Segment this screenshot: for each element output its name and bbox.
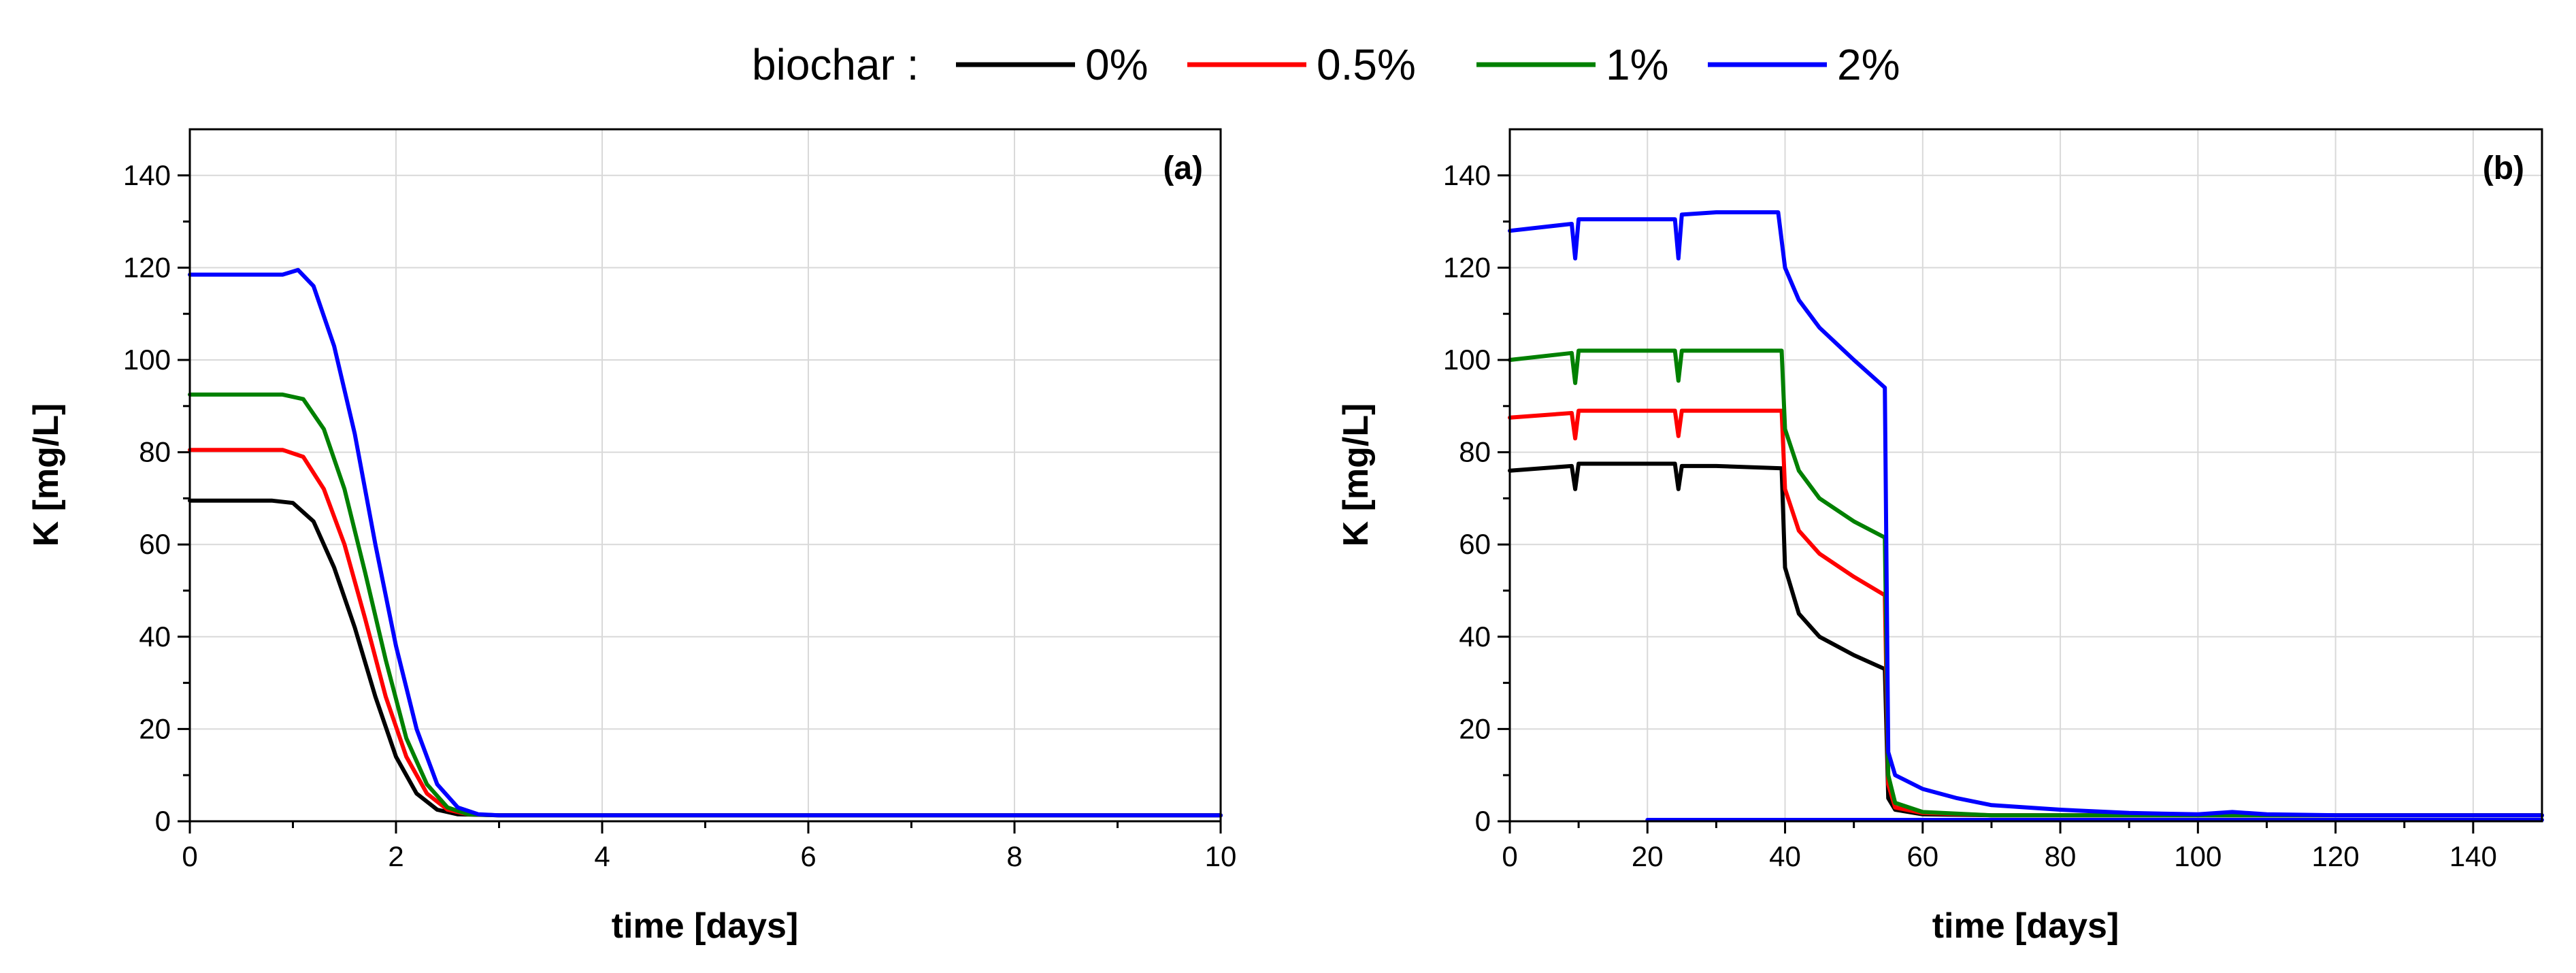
y-tick-label-a-2: 40 — [139, 621, 171, 653]
y-tick-label-b-2: 40 — [1459, 621, 1491, 653]
x-tick-label-b-2: 40 — [1769, 840, 1801, 872]
series-line-b-1 — [1508, 408, 2544, 818]
x-tick-label-b-1: 20 — [1632, 840, 1664, 872]
series-panel-a — [188, 267, 1223, 818]
series-line-b-2 — [1508, 348, 2544, 818]
y-tick-label-a-4: 80 — [139, 436, 171, 468]
y-tick-label-a-0: 0 — [155, 805, 171, 837]
panel-label-a: (a) — [1163, 150, 1203, 186]
grid-panel-a — [190, 129, 1221, 821]
legend-title: biochar : — [752, 40, 919, 89]
grid-panel-b — [1510, 129, 2542, 821]
y-tick-label-a-7: 140 — [123, 159, 171, 191]
y-tick-label-b-0: 0 — [1475, 805, 1491, 837]
y-tick-label-b-4: 80 — [1459, 436, 1491, 468]
y-tick-label-a-6: 120 — [123, 251, 171, 283]
x-axis-label-a: time [days] — [612, 906, 799, 946]
y-tick-label-b-5: 100 — [1443, 344, 1491, 376]
legend-label-3: 2% — [1837, 40, 1900, 89]
legend-entry-1: 0.5% — [1187, 40, 1416, 89]
x-tick-label-b-3: 60 — [1906, 840, 1938, 872]
y-axis-label-a: K [mg/L] — [27, 403, 66, 547]
x-tick-label-a-1: 2 — [388, 840, 403, 872]
legend: biochar : 0% 0.5% 1% 2% — [752, 40, 1900, 89]
series-line-b-0 — [1508, 461, 2544, 818]
legend-entry-2: 1% — [1476, 40, 1669, 89]
series-line-a-1 — [188, 448, 1223, 818]
x-tick-label-a-0: 0 — [182, 840, 197, 872]
y-tick-label-b-1: 20 — [1459, 712, 1491, 744]
x-tick-label-b-5: 100 — [2174, 840, 2222, 872]
x-tick-label-a-2: 4 — [594, 840, 610, 872]
x-tick-label-b-4: 80 — [2045, 840, 2077, 872]
series-line-b-3 — [1508, 210, 2544, 818]
plot-frame-panel-b — [1508, 128, 2543, 823]
x-tick-label-b-0: 0 — [1502, 840, 1517, 872]
y-tick-label-b-3: 60 — [1459, 528, 1491, 560]
y-tick-label-b-6: 120 — [1443, 251, 1491, 283]
plot-frame-panel-a — [188, 128, 1222, 823]
series-panel-b — [1508, 210, 2544, 822]
legend-entry-0: 0% — [956, 40, 1149, 89]
y-tick-label-a-3: 60 — [139, 528, 171, 560]
series-line-a-0 — [188, 498, 1223, 818]
y-tick-label-a-5: 100 — [123, 344, 171, 376]
y-tick-label-b-7: 140 — [1443, 159, 1491, 191]
panel-label-b: (b) — [2483, 150, 2524, 186]
y-tick-label-a-1: 20 — [139, 712, 171, 744]
legend-label-0: 0% — [1085, 40, 1149, 89]
legend-label-2: 1% — [1606, 40, 1669, 89]
x-tick-label-a-4: 8 — [1006, 840, 1022, 872]
legend-label-1: 0.5% — [1317, 40, 1416, 89]
y-axis-label-b: K [mg/L] — [1336, 403, 1376, 547]
x-tick-label-b-6: 120 — [2312, 840, 2360, 872]
series-line-a-2 — [188, 392, 1223, 818]
x-axis-label-b: time [days] — [1932, 906, 2119, 946]
x-tick-label-a-5: 10 — [1205, 840, 1237, 872]
x-tick-label-a-3: 6 — [800, 840, 816, 872]
legend-entry-3: 2% — [1708, 40, 1900, 89]
x-tick-label-b-7: 140 — [2449, 840, 2497, 872]
series-line-a-3 — [188, 267, 1223, 818]
ticks-panel-b: 0 20 40 60 80 100 120 140 0 20 40 60 80 100 120 140 — [1443, 159, 2497, 872]
chart-panel-b: 0 20 40 60 80 100 120 140 0 20 40 60 80 100 120 140 (b)… — [1336, 128, 2544, 946]
